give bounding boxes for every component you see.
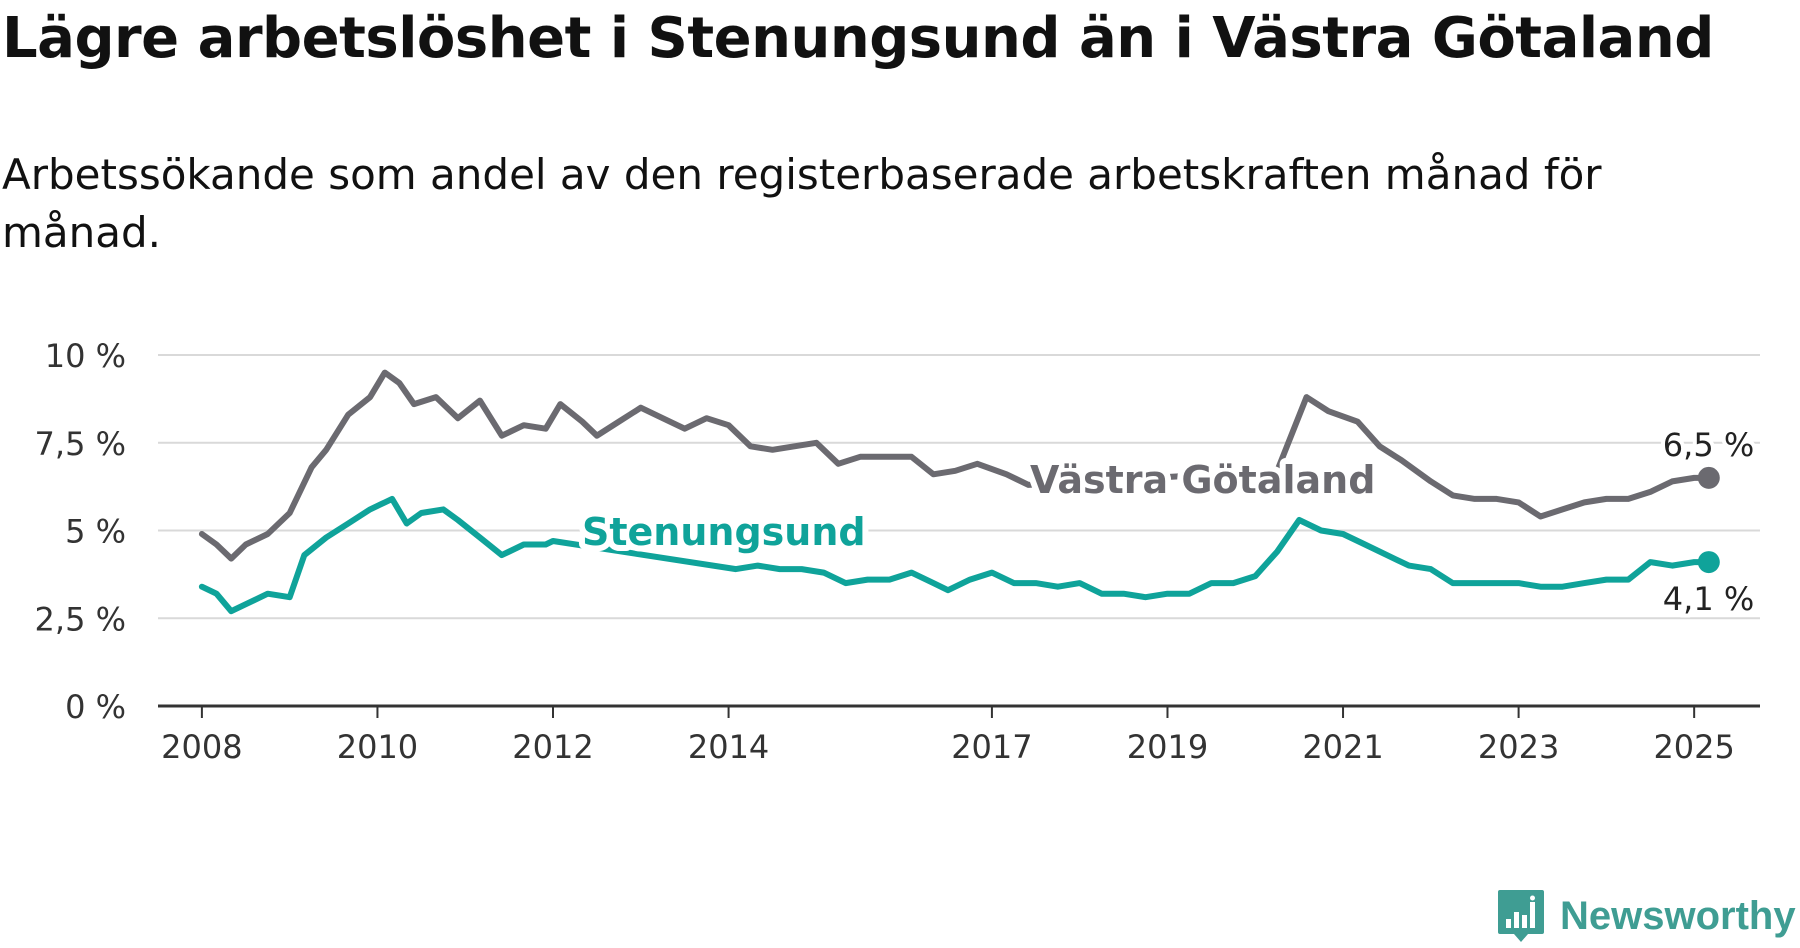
series-line-1: [198, 495, 1712, 615]
series-name-label: Stenungsund: [582, 510, 866, 554]
x-tick-label: 2017: [951, 728, 1032, 766]
series-end-point-1: [1697, 551, 1720, 574]
y-tick-label: 2,5 %: [35, 600, 126, 638]
x-tick-label: 2025: [1653, 728, 1734, 766]
y-tick-label: 10 %: [45, 337, 126, 375]
series-end-value-label: 4,1 %: [1663, 580, 1754, 618]
y-tick-label: 7,5 %: [35, 425, 126, 463]
x-axis: 2008 2010 2012 2014 2017 2019 2021 2023 2025: [158, 704, 1760, 766]
series-name-label: Västra Götaland: [1030, 458, 1375, 502]
y-tick-labels: 0 % 2,5 % 5 % 7,5 % 10 %: [35, 337, 126, 726]
chart-subtitle: Arbetssökande som andel av den registerb…: [2, 150, 1602, 257]
series-end-value-label: 6,5 %: [1663, 426, 1754, 464]
y-tick-label: 0 %: [65, 688, 126, 726]
x-tick-label: 2021: [1302, 728, 1383, 766]
chart-title: Lägre arbetslöshet i Stenungsund än i Vä…: [2, 6, 1714, 71]
x-tick-label: 2010: [337, 728, 418, 766]
x-tick-label: 2023: [1478, 728, 1559, 766]
newsworthy-logo-icon: [1498, 890, 1544, 942]
x-tick-label: 2008: [161, 728, 242, 766]
series-lines: [198, 369, 1720, 615]
series-end-point-0: [1697, 466, 1720, 489]
brand-name: Newsworthy: [1560, 893, 1796, 938]
x-tick-label: 2012: [512, 728, 593, 766]
x-tick-label: 2019: [1127, 728, 1208, 766]
x-tick-label: 2014: [688, 728, 769, 766]
y-tick-label: 5 %: [65, 513, 126, 551]
grid-lines: [158, 354, 1760, 620]
series-labels: Västra Götaland Stenungsund 6,5 % 4,1 %: [576, 422, 1758, 622]
brand: Newsworthy: [1496, 888, 1796, 944]
series-line-0: [198, 369, 1712, 562]
